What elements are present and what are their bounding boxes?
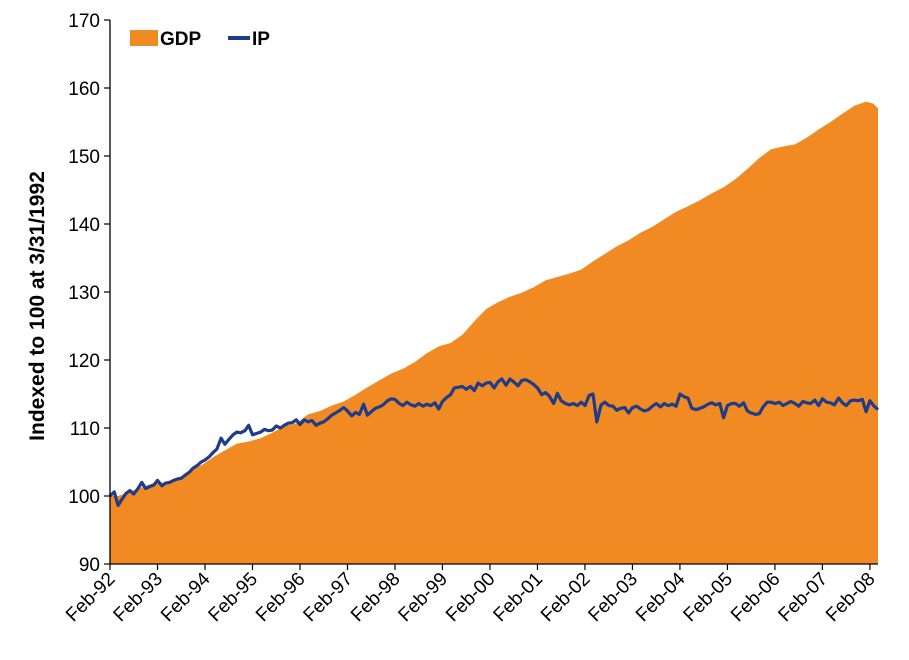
x-tick-label: Feb-92 <box>62 569 119 626</box>
x-tick-label: Feb-04 <box>632 568 690 626</box>
x-tick-label: Feb-01 <box>490 569 547 626</box>
legend-label-ip: IP <box>252 29 270 50</box>
x-tick-label: Feb-94 <box>157 568 215 626</box>
x-tick-label: Feb-96 <box>252 569 309 626</box>
x-tick-label: Feb-08 <box>822 569 879 626</box>
y-tick-label: 130 <box>68 283 100 304</box>
y-tick-label: 100 <box>68 487 100 508</box>
x-tick-label: Feb-97 <box>300 569 357 626</box>
x-tick-label: Feb-00 <box>442 569 499 626</box>
y-tick-label: 160 <box>68 79 100 100</box>
legend-label-gdp: GDP <box>160 29 202 50</box>
y-tick-label: 110 <box>70 419 100 440</box>
y-axis-label: Indexed to 100 at 3/31/1992 <box>26 171 49 441</box>
plot-area <box>108 101 880 564</box>
legend-swatch-gdp <box>130 30 158 46</box>
x-tick-label: Feb-99 <box>395 569 452 626</box>
y-tick-label: 150 <box>68 147 100 168</box>
x-tick-label: Feb-03 <box>585 569 642 626</box>
x-tick-label: Feb-02 <box>537 569 594 626</box>
x-tick-label: Feb-06 <box>727 569 784 626</box>
legend: GDP IP <box>130 29 270 50</box>
x-tick-label: Feb-05 <box>680 569 737 626</box>
y-tick-label: 170 <box>68 11 100 32</box>
y-tick-label: 120 <box>68 351 100 372</box>
series-gdp-area <box>110 101 878 564</box>
y-tick-label: 90 <box>79 555 100 576</box>
x-tick-label: Feb-93 <box>110 569 167 626</box>
x-tick-label: Feb-07 <box>775 569 832 626</box>
x-tick-label: Feb-98 <box>347 569 404 626</box>
x-tick-label: Feb-95 <box>205 569 262 626</box>
y-tick-label: 140 <box>68 215 100 236</box>
series-ip-line <box>108 377 880 508</box>
